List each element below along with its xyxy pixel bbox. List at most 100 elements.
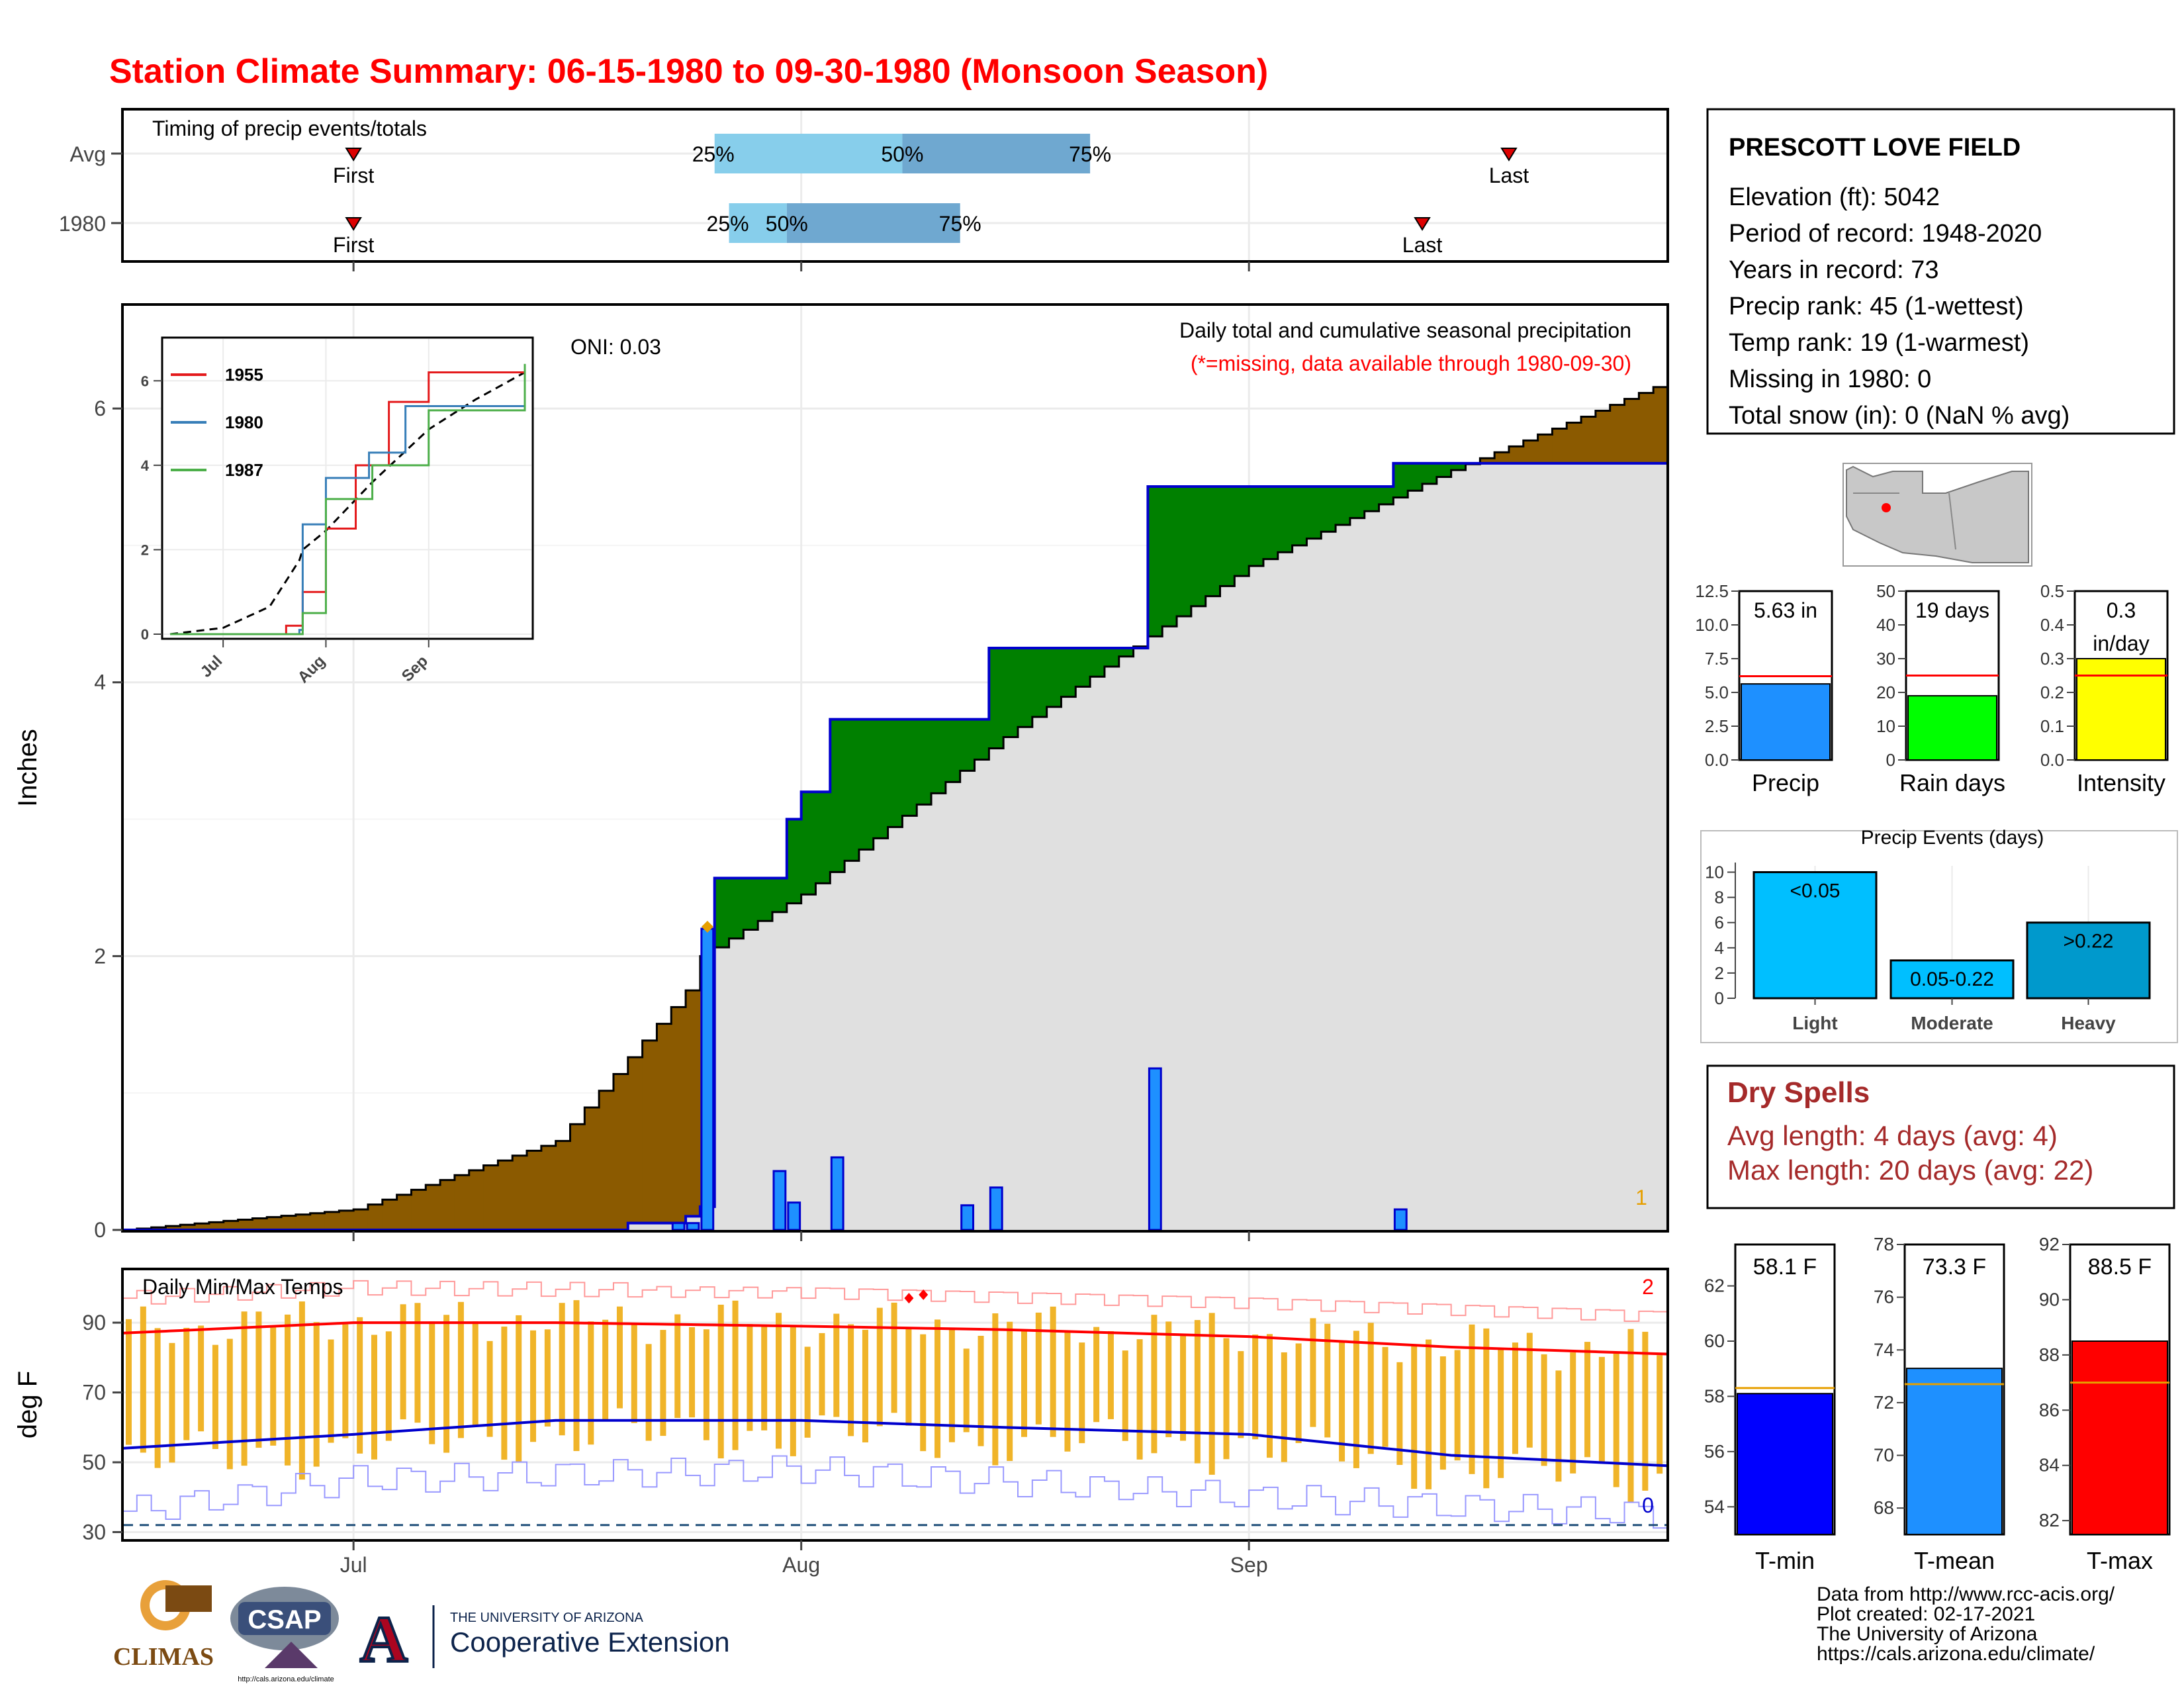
temp-avg-min-line [122,1419,1668,1468]
precip-deficit-segment [599,1090,614,1230]
precip-surplus-segment [945,719,961,782]
climas-logo-block [165,1585,212,1612]
events-xlabel-0: Light [1792,1013,1837,1033]
temp-daily-bar-55 [920,1334,927,1452]
precip-deficit-segment [498,1160,513,1230]
station-info-frame [1706,108,2175,435]
inset-legend-label-1: 1980 [225,412,263,432]
precip-deficit-segment [613,1074,629,1230]
precip-deficit-segment [339,1210,354,1230]
precip-deficit-segment [1494,452,1510,463]
timing-marker-first-0 [345,148,362,162]
timing-marker-last-0 [1500,148,1518,162]
temp-bar-tick-label-2-1: 84 [2039,1455,2060,1476]
temp-bar-panel-t-min: 54 56 58 60 62 58.1 F T-min [1704,1243,1836,1574]
temp-daily-bar-0 [126,1319,132,1445]
temp-daily-bar-25 [486,1340,493,1437]
precip-deficit-segment [396,1194,412,1230]
bar-panel-bar-0 [1741,683,1831,761]
footer-line-1: Plot created: 02-17-2021 [1817,1603,2035,1625]
bar-panel-tick-label-0-1: 2.5 [1705,716,1729,736]
events-ytick-label-5: 10 [1705,863,1724,882]
precip-common-area [122,463,1668,1230]
temp-daily-bar-36 [645,1344,652,1441]
bar-panel-tick-label-1-0: 0 [1886,750,1895,770]
dry-spells-max: Max length: 20 days (avg: 22) [1727,1154,2093,1186]
temp-daily-bar-22 [443,1315,450,1453]
precip-surplus-segment [1177,486,1192,616]
temp-ylabel: deg F [13,1371,42,1438]
temp-daily-bar-38 [674,1314,681,1419]
ua-logo-small-text: THE UNIVERSITY OF ARIZONA [450,1611,644,1625]
temp-daily-bar-67 [1093,1327,1100,1423]
bar-panel-label-0: Precip [1752,769,1819,796]
temp-daily-bar-89 [1411,1344,1418,1489]
daily-precip-bar-5 [830,1156,844,1231]
precip-deficit-segment [1595,410,1611,463]
temp-daily-bar-86 [1367,1323,1374,1454]
events-bar-2 [2026,921,2151,1000]
temp-daily-bar-72 [1165,1321,1172,1438]
temp-bar-tick-label-0-0: 54 [1704,1496,1725,1517]
temp-bar-tick-label-1-3: 74 [1874,1339,1894,1360]
map-state-border-az-nm [1948,492,1956,550]
temp-daily-bar-85 [1353,1331,1359,1468]
station-info-line-4: Temp rank: 19 (1-warmest) [1729,329,2029,357]
precip-deficit-segment [281,1215,296,1230]
temp-bar-tick-label-1-5: 78 [1874,1234,1894,1254]
events-bar-value-0: <0.05 [1790,880,1841,902]
daily-precip-bar-9 [1393,1208,1408,1231]
dry-spells-title: Dry Spells [1727,1076,1870,1109]
bar-panel-value-unit-2: in/day [2093,632,2149,655]
temp-daily-bar-49 [833,1313,840,1417]
inset-ytick-label-0: 0 [141,626,149,643]
precip-surplus-segment [917,719,932,805]
temp-bar-tick-label-2-4: 90 [2039,1289,2060,1309]
precip-surplus-segment [1046,648,1062,707]
precip-deficit-segment [1537,434,1553,463]
precip-deficit-segment [657,1023,672,1223]
timing-label-50-0: 50% [881,142,923,166]
precip-deficit-segment [483,1165,498,1230]
timing-row-label-1: 1980 [59,212,106,236]
temp-frame [121,1268,1669,1542]
precip-panel: 0 2 4 6 Inches Daily total and cumulative s… [13,261,1669,1242]
csap-logo-url: http://cals.arizona.edu/climate [238,1675,334,1683]
precip-surplus-segment [1292,486,1307,545]
precip-surplus-segment [1118,648,1134,657]
precip-chart-subtitle: (*=missing, data available through 1980-… [1191,352,1631,375]
daily-precip-bar-4 [787,1201,801,1231]
temp-daily-bar-102 [1598,1356,1605,1462]
bar-panel-tick-label-0-0: 0.0 [1705,750,1729,770]
precip-surplus-segment [1061,648,1076,697]
precip-surplus-segment [830,719,845,872]
temp-daily-bar-61 [1007,1321,1013,1462]
inset-legend-label-2: 1987 [225,460,263,480]
precip-surplus-segment [1205,486,1221,596]
precip-surplus-segment [1321,486,1336,532]
daily-precip-bar-8 [1148,1067,1162,1231]
timing-label-75-0: 75% [1069,142,1111,166]
precip-ytick-label-0: 0 [94,1218,106,1242]
temp-daily-bar-63 [1035,1312,1042,1425]
precip-deficit-segment [165,1226,181,1230]
temp-bar-value-0: 58.1 F [1753,1254,1817,1280]
bar-panel-label-1: Rain days [1899,769,2005,796]
precip-surplus-segment [1364,486,1380,512]
temp-daily-bar-101 [1584,1342,1591,1458]
temp-daily-bar-42 [732,1300,739,1450]
map-region-shape [1846,465,2029,563]
oni-label: ONI: 0.03 [570,335,661,359]
temp-daily-bar-10 [270,1326,277,1446]
temp-bar-label-1: T-mean [1914,1547,1995,1574]
precip-deficit-segment [1610,404,1625,463]
events-ytick-label-1: 2 [1715,963,1724,983]
temp-daily-bar-69 [1122,1350,1128,1441]
daily-precip-bar-6 [960,1204,975,1231]
temp-daily-bar-43 [747,1324,753,1431]
inset-legend-label-0: 1955 [225,365,263,385]
station-info-line-5: Missing in 1980: 0 [1729,365,1931,393]
temp-daily-bar-98 [1541,1354,1547,1466]
